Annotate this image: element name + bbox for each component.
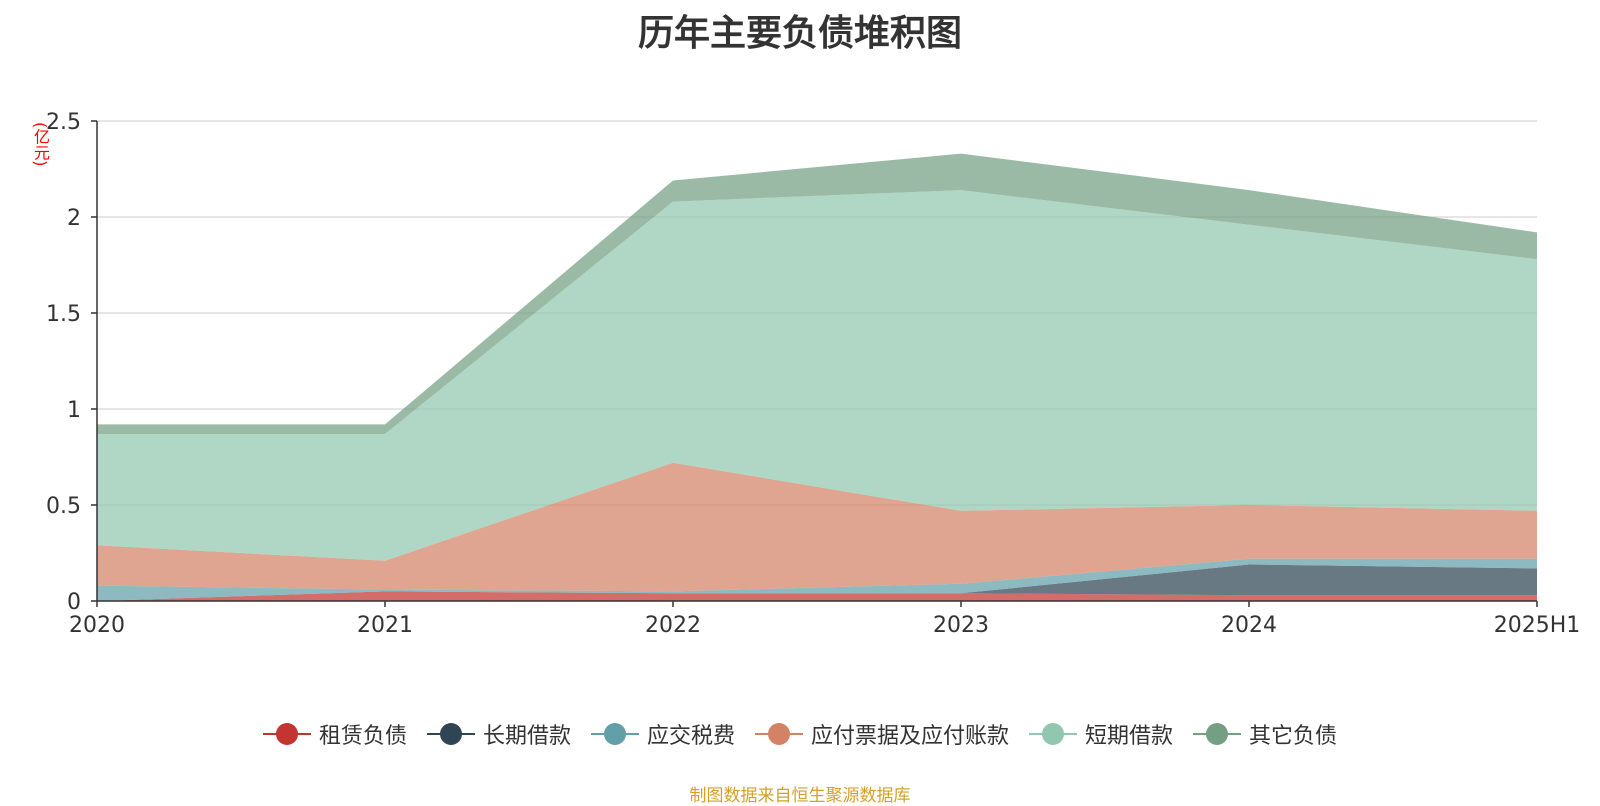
y-tick-label: 2	[67, 206, 81, 231]
area-series-2	[97, 558, 1537, 601]
legend-item[interactable]: 短期借款	[1029, 718, 1173, 750]
y-tick-label: 1	[67, 398, 81, 423]
legend-marker-icon	[590, 722, 639, 746]
y-tick-label: 0	[67, 590, 81, 615]
x-tick-label: 2021	[357, 613, 413, 638]
area-series-1	[97, 564, 1537, 601]
x-tick-label: 2022	[645, 613, 701, 638]
legend-label: 长期借款	[482, 724, 571, 749]
legend: 租赁负债 长期借款 应交税费 应付票据及应付账款 短期借款 其它负债	[0, 718, 1600, 750]
area-series-3	[97, 462, 1537, 592]
x-tick-label: 2023	[933, 613, 989, 638]
axes: 0 0.5 1 1.5 2 2.5 2020 2021 2022 2023 2024 2025H1	[46, 110, 1580, 638]
legend-marker-icon	[1193, 722, 1242, 746]
source-note: 制图数据来自恒生聚源数据库	[689, 786, 911, 806]
chart-title: 历年主要负债堆积图	[637, 13, 962, 54]
legend-item[interactable]: 应交税费	[590, 718, 735, 750]
legend-item[interactable]: 长期借款	[426, 718, 571, 750]
x-tick-label: 2020	[69, 613, 125, 638]
legend-label: 应付票据及应付账款	[811, 724, 1010, 749]
area-series-4	[97, 190, 1537, 561]
legend-marker-icon	[262, 722, 311, 746]
legend-marker-icon	[426, 722, 475, 746]
legend-marker-icon	[1029, 722, 1078, 746]
legend-item[interactable]: 应付票据及应付账款	[755, 718, 1009, 750]
legend-label: 短期借款	[1085, 724, 1174, 749]
y-tick-label: 1.5	[46, 302, 81, 327]
area-series-5	[97, 153, 1537, 434]
legend-label: 其它负债	[1249, 724, 1338, 749]
y-axis-unit-label: (亿元)	[31, 122, 50, 167]
stacked-areas	[97, 153, 1537, 601]
x-tick-label: 2024	[1221, 613, 1277, 638]
x-tick-label: 2025H1	[1494, 613, 1581, 638]
legend-label: 租赁负债	[318, 724, 407, 749]
legend-marker-icon	[755, 722, 803, 746]
y-tick-label: 2.5	[46, 110, 81, 135]
y-tick-label: 0.5	[46, 494, 81, 519]
legend-label: 应交税费	[646, 724, 735, 749]
legend-item[interactable]: 租赁负债	[262, 718, 407, 750]
area-series-0	[97, 591, 1537, 601]
legend-item[interactable]: 其它负债	[1193, 718, 1337, 750]
